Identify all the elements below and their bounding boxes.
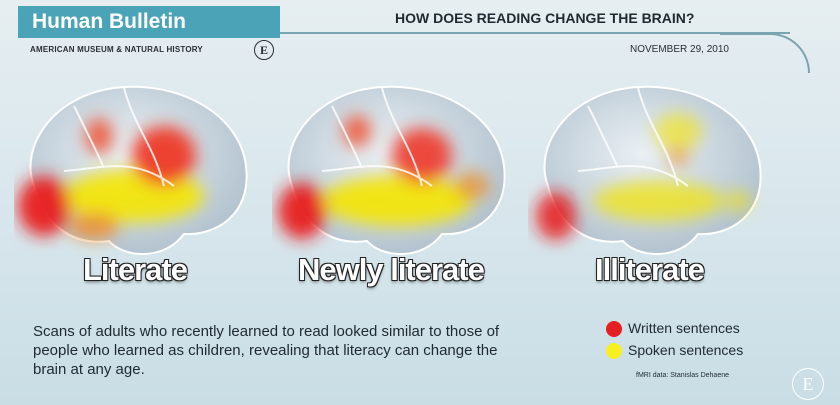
watermark-logo-icon: E xyxy=(792,368,824,400)
header-rule xyxy=(280,32,790,34)
brain-literate-icon xyxy=(18,85,248,255)
brain-illiterate-icon xyxy=(536,85,762,255)
publication-date: NOVEMBER 29, 2010 xyxy=(630,44,729,55)
brain-label-newly-literate: Newly literate xyxy=(298,252,485,287)
brain-scan-literate xyxy=(14,76,254,276)
brand-title: Human Bulletin xyxy=(18,6,280,38)
museum-logo-icon: E xyxy=(254,40,274,60)
brain-label-illiterate: Illiterate xyxy=(595,252,705,287)
legend-label-spoken: Spoken sentences xyxy=(628,342,744,358)
brain-label-literate: Literate xyxy=(83,252,188,287)
yellow-dot-icon xyxy=(606,343,622,359)
red-dot-icon xyxy=(606,321,622,337)
brain-newly-literate-icon xyxy=(278,85,506,255)
data-credit: fMRI data: Stanislas Dehaene xyxy=(636,372,729,379)
headline-question: HOW DOES READING CHANGE THE BRAIN? xyxy=(395,10,695,26)
brain-scan-newly-literate xyxy=(272,76,512,276)
legend-label-written: Written sentences xyxy=(628,320,740,336)
brain-scan-illiterate xyxy=(528,76,768,276)
museum-name: AMERICAN MUSEUM & NATURAL HISTORY xyxy=(30,45,203,54)
caption-text: Scans of adults who recently learned to … xyxy=(33,323,500,378)
header-rule-curve xyxy=(720,33,810,73)
